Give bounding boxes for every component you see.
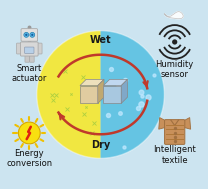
Circle shape (19, 122, 40, 144)
Text: Energy
conversion: Energy conversion (6, 149, 52, 168)
Text: Wet: Wet (90, 35, 111, 45)
Circle shape (25, 34, 27, 36)
FancyBboxPatch shape (20, 42, 38, 56)
Text: Humidity
sensor: Humidity sensor (156, 60, 194, 79)
Polygon shape (103, 79, 128, 86)
Wedge shape (101, 31, 164, 158)
Polygon shape (80, 79, 104, 86)
Polygon shape (98, 79, 104, 103)
FancyBboxPatch shape (165, 120, 185, 144)
FancyBboxPatch shape (30, 54, 34, 62)
Polygon shape (103, 86, 121, 103)
Text: Dry: Dry (91, 140, 110, 150)
Circle shape (24, 32, 29, 37)
FancyBboxPatch shape (16, 43, 22, 54)
Circle shape (172, 39, 177, 45)
FancyBboxPatch shape (36, 43, 42, 54)
Polygon shape (121, 79, 128, 103)
Wedge shape (37, 31, 101, 158)
FancyBboxPatch shape (25, 47, 34, 53)
Polygon shape (184, 118, 191, 129)
Polygon shape (164, 12, 183, 19)
FancyBboxPatch shape (21, 29, 38, 41)
Circle shape (31, 34, 33, 36)
Text: Intelligent
textile: Intelligent textile (153, 145, 196, 165)
Circle shape (30, 32, 35, 37)
Text: Smart
actuator: Smart actuator (12, 64, 47, 83)
Polygon shape (159, 118, 166, 129)
Polygon shape (80, 86, 98, 103)
FancyBboxPatch shape (25, 54, 30, 62)
